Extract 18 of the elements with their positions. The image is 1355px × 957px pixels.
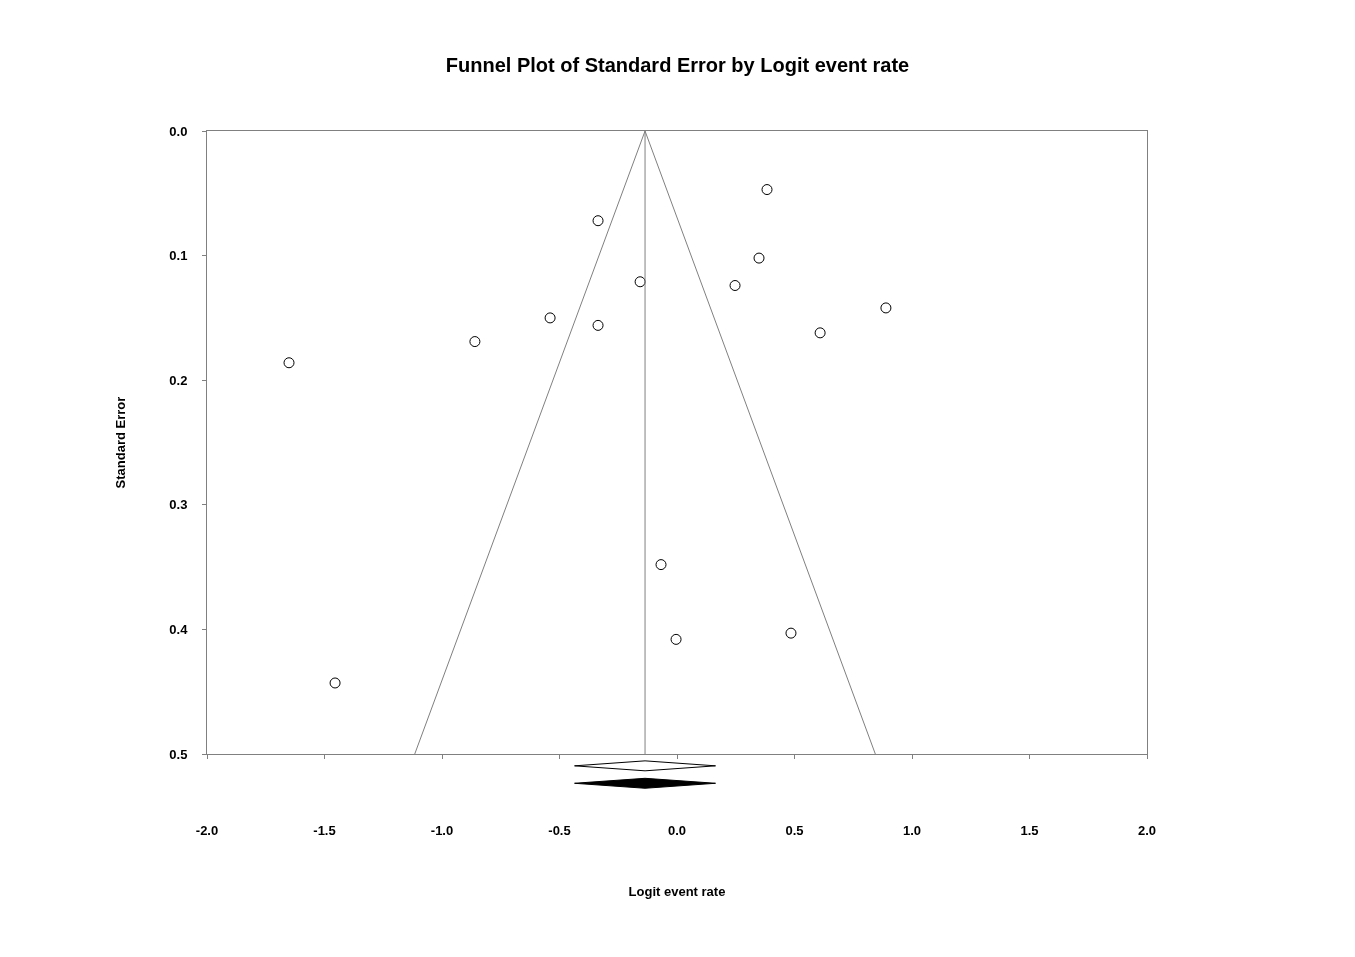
chart-title: Funnel Plot of Standard Error by Logit event rate	[445, 54, 910, 77]
y-tick-label: 0.5	[169, 746, 188, 762]
x-tick-label: 1.0	[902, 822, 922, 838]
y-tick-label: 0.0	[169, 123, 188, 139]
x-tick-label: -2.0	[195, 822, 219, 838]
y-tick-label: 0.2	[169, 372, 188, 388]
y-tick-label: 0.1	[169, 248, 188, 264]
y-axis-title: Standard Error	[113, 396, 129, 489]
x-axis-title: Logit event rate	[628, 884, 726, 900]
x-tick-label: 0.0	[667, 822, 687, 838]
x-tick-label: -1.0	[430, 822, 454, 838]
y-tick-label: 0.4	[169, 621, 189, 637]
x-tick-label: 0.5	[785, 822, 804, 838]
y-tick-label: 0.3	[169, 497, 188, 513]
x-tick-label: -0.5	[548, 822, 571, 838]
x-tick-label: -1.5	[313, 822, 336, 838]
x-tick-label: 2.0	[1137, 822, 1157, 838]
x-tick-label: 1.5	[1020, 822, 1039, 838]
